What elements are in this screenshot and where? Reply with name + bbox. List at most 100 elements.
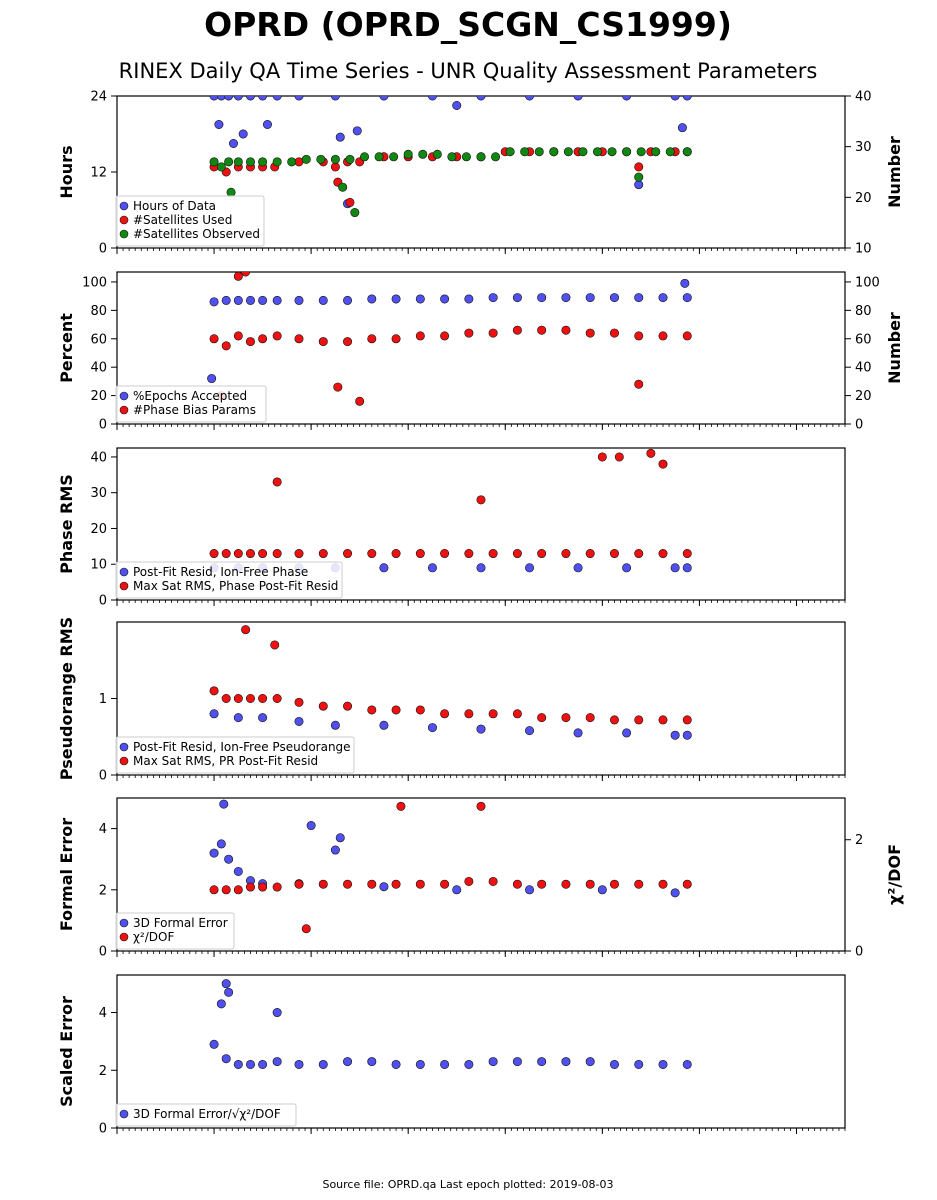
data-point-1: [488, 1057, 498, 1067]
data-point-1: [537, 1057, 547, 1067]
data-point-2: [272, 693, 282, 703]
data-point-3: [216, 162, 226, 172]
data-point-2: [391, 705, 401, 715]
data-point-1: [670, 730, 680, 740]
y-right-tick-label: 20: [855, 389, 872, 404]
data-point-2: [609, 715, 619, 725]
legend-marker: [119, 1109, 129, 1119]
y-right-tick-label: 80: [855, 304, 872, 319]
data-point-3: [505, 147, 515, 157]
legend-entry: χ²/DOF: [133, 930, 174, 944]
data-point-1: [680, 278, 690, 288]
data-point-1: [214, 120, 224, 130]
data-point-2: [682, 715, 692, 725]
legend: Post-Fit Resid, Ion-Free PseudorangeMax …: [115, 736, 355, 774]
data-point-3: [592, 147, 602, 157]
data-point-3: [350, 208, 360, 218]
data-point-1: [209, 297, 219, 307]
data-point-2: [221, 341, 231, 351]
y-tick-label: 12: [90, 166, 107, 181]
data-point-1: [219, 799, 229, 809]
legend-marker: [119, 405, 129, 415]
data-point-2: [396, 801, 406, 811]
data-point-2: [440, 879, 450, 889]
data-point-1: [415, 1059, 425, 1069]
y-tick-label: 0: [99, 769, 107, 784]
data-point-2: [233, 331, 243, 341]
y-tick-label: 4: [99, 822, 107, 837]
data-point-1: [272, 1008, 282, 1018]
data-point-2: [561, 879, 571, 889]
data-point-1: [573, 563, 583, 573]
data-point-1: [245, 1059, 255, 1069]
data-point-3: [682, 147, 692, 157]
data-point-3: [563, 147, 573, 157]
data-point-2: [272, 549, 282, 559]
data-point-2: [537, 549, 547, 559]
data-point-3: [245, 157, 255, 167]
data-points: [209, 625, 692, 740]
data-point-2: [318, 701, 328, 711]
data-point-1: [561, 293, 571, 303]
data-point-2: [440, 549, 450, 559]
data-point-2: [209, 885, 219, 895]
legend: %Epochs Accepted#Phase Bias Params: [115, 385, 267, 423]
data-point-2: [488, 709, 498, 719]
legend: 3D Formal Error/√χ²/DOF: [115, 1103, 297, 1127]
data-point-1: [634, 180, 644, 190]
data-point-1: [452, 885, 462, 895]
plot-frame: [116, 974, 846, 1129]
data-point-1: [525, 563, 535, 573]
data-point-3: [549, 147, 559, 157]
data-point-3: [634, 172, 644, 182]
data-point-1: [367, 1057, 377, 1067]
data-point-1: [622, 96, 632, 101]
data-point-1: [233, 713, 243, 723]
data-point-2: [537, 879, 547, 889]
y-tick-label: 1: [99, 692, 107, 707]
data-point-2: [634, 162, 644, 172]
data-point-1: [367, 294, 377, 304]
data-point-1: [634, 293, 644, 303]
data-point-1: [464, 1059, 474, 1069]
data-point-2: [464, 328, 474, 338]
data-point-2: [561, 713, 571, 723]
data-point-2: [318, 879, 328, 889]
data-point-2: [245, 337, 255, 347]
data-point-1: [233, 295, 243, 305]
data-point-2: [476, 495, 486, 505]
data-point-3: [258, 157, 268, 167]
y-right-axis-label: Number: [885, 136, 904, 208]
data-point-1: [258, 1059, 268, 1069]
data-point-3: [447, 152, 457, 162]
data-point-2: [367, 549, 377, 559]
data-point-1: [622, 563, 632, 573]
data-point-3: [461, 152, 471, 162]
panel-6: 0 2 4 Scaled Error 3D Formal Error/√χ²/DOF: [57, 974, 846, 1137]
y-tick-label: 24: [90, 90, 107, 105]
data-point-2: [294, 879, 304, 889]
data-point-2: [318, 549, 328, 559]
y-right-tick-label: 40: [855, 90, 872, 105]
data-point-3: [403, 149, 413, 159]
legend-marker: [119, 918, 129, 928]
data-points: [209, 799, 692, 934]
data-point-3: [330, 154, 340, 164]
data-point-1: [622, 728, 632, 738]
y-tick-label: 0: [99, 1122, 107, 1137]
data-point-1: [597, 885, 607, 895]
data-point-1: [352, 126, 362, 136]
y-right-tick-label: 0: [855, 418, 863, 433]
data-point-1: [476, 96, 486, 101]
data-point-2: [245, 549, 255, 559]
data-point-1: [294, 295, 304, 305]
data-point-1: [245, 96, 255, 101]
legend-entry: #Satellites Used: [133, 213, 232, 227]
legend-marker: [119, 215, 129, 225]
data-point-1: [294, 96, 304, 101]
data-point-2: [272, 331, 282, 341]
panel-3: 0 10 20 30 40 Phase RMS Post-Fit Resid, Ion-Fr…: [57, 447, 846, 609]
data-point-1: [677, 123, 687, 133]
